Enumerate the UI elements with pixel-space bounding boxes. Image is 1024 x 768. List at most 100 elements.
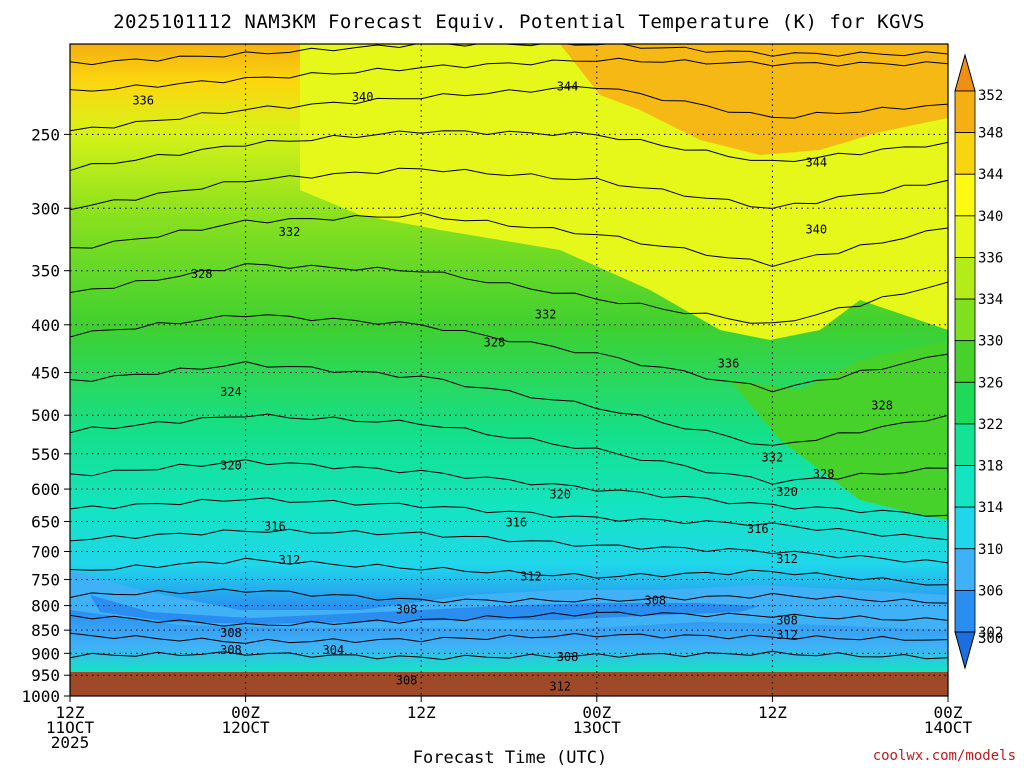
contour-line	[70, 57, 948, 92]
colorbar-label: 348	[978, 126, 1003, 142]
contour-line	[70, 314, 948, 393]
contour-label: 340	[352, 90, 374, 104]
contour-label: 308	[644, 594, 666, 608]
contour-label: 308	[776, 614, 798, 628]
contour-line	[70, 497, 948, 541]
x-tick-label: 00Z	[231, 703, 260, 722]
contour-label: 320	[220, 458, 242, 472]
contour-label: 332	[279, 225, 301, 239]
x-tick-label: 12Z	[56, 703, 85, 722]
chart-title: 2025101112 NAM3KM Forecast Equiv. Potent…	[113, 11, 925, 33]
y-tick-label: 700	[31, 543, 60, 562]
contour-lines	[70, 44, 948, 661]
y-tick-label: 550	[31, 445, 60, 464]
colorbar-label: 314	[978, 500, 1003, 516]
colorbar-label: 306	[978, 583, 1003, 599]
contour-line	[70, 85, 948, 132]
y-axis: 250 300 350 400 450 500 550 600 650 700 750 800 850 9…	[21, 125, 70, 706]
colorbar-segment	[954, 340, 976, 383]
contour-label: 312	[776, 628, 798, 642]
y-tick-label: 950	[31, 666, 60, 685]
colorbar-segment	[954, 132, 976, 175]
contour-label: 328	[484, 336, 506, 350]
contour-line	[70, 588, 948, 604]
contour-line	[70, 632, 948, 644]
y-tick-label: 400	[31, 316, 60, 335]
colorbar-label: 352	[978, 88, 1003, 104]
ground-strip	[70, 672, 948, 696]
colorbar-segment	[954, 506, 976, 550]
contour-label: 328	[191, 267, 213, 281]
y-tick-label: 900	[31, 644, 60, 663]
contour-labels: 336 340 344 344 332 340 328 332 328 336 324 328 332 3…	[132, 79, 893, 693]
contour-label: 340	[805, 222, 827, 236]
contour-label: 344	[805, 156, 827, 170]
cool-boundary-layer-region	[70, 570, 948, 630]
colorbar-segment	[954, 381, 976, 425]
contour-label: 328	[871, 398, 893, 412]
contour-label: 308	[396, 603, 418, 617]
contour-label: 324	[220, 385, 242, 399]
grid	[69, 44, 949, 697]
y-tick-label: 800	[31, 597, 60, 616]
y-tick-label: 650	[31, 512, 60, 531]
colorbar: 352 348 344 340 336 334 330 326 322 318 314 310 306 3…	[954, 53, 1003, 670]
contour-label: 336	[718, 356, 740, 370]
y-tick-label: 1000	[21, 687, 60, 706]
colorbar-segment	[954, 465, 976, 508]
plot-frame	[69, 43, 949, 697]
y-tick-label: 250	[31, 125, 60, 144]
colorbar-segment	[954, 215, 976, 258]
contour-label: 304	[323, 643, 345, 657]
contour-label: 316	[264, 519, 286, 533]
contour-label: 332	[762, 450, 784, 464]
x-tick-label: 12OCT	[222, 718, 271, 737]
contour-label: 316	[505, 516, 527, 530]
contour-label: 320	[776, 485, 798, 499]
colorbar-label: 336	[978, 250, 1003, 266]
contour-label: 336	[132, 94, 154, 108]
x-tick-label: 12Z	[407, 703, 436, 722]
contour-label: 312	[549, 680, 571, 694]
contour-label: 332	[535, 308, 557, 322]
colorbar-label: 340	[978, 209, 1003, 225]
colorbar-segment	[954, 589, 976, 633]
x-tick-label: 00Z	[582, 703, 611, 722]
contour-line	[70, 167, 948, 211]
colorbar-segment	[954, 298, 976, 342]
colorbar-top-arrow	[954, 53, 976, 92]
contour-line	[70, 130, 948, 171]
contour-label: 344	[557, 79, 579, 93]
colorbar-label: 322	[978, 417, 1003, 433]
colorbar-label: 300	[978, 631, 1003, 647]
contour-line	[70, 528, 948, 564]
colorbar-label: 318	[978, 459, 1003, 475]
colorbar-label: 302	[978, 625, 1003, 641]
contour-label: 328	[813, 467, 835, 481]
colorbar-label: 326	[978, 375, 1003, 391]
contour-line	[70, 361, 948, 446]
contour-line	[70, 263, 948, 324]
colorbar-segment	[954, 173, 976, 217]
x-axis-title: Forecast Time (UTC)	[413, 748, 607, 768]
contour-line	[70, 650, 948, 661]
x-tick-label: 14OCT	[924, 718, 973, 737]
colorbar-segment	[954, 257, 976, 300]
y-tick-label: 350	[31, 262, 60, 281]
contour-line	[70, 557, 948, 586]
credit-label: coolwx.com/models	[873, 748, 1016, 764]
colorbar-label: 310	[978, 542, 1003, 558]
contour-label: 316	[747, 522, 769, 536]
y-tick-label: 450	[31, 364, 60, 383]
y-tick-label: 300	[31, 199, 60, 218]
x-tick-label: 00Z	[934, 703, 963, 722]
y-tick-label: 600	[31, 480, 60, 499]
colorbar-label: 334	[978, 292, 1003, 308]
contour-line	[70, 459, 948, 517]
contour-label: 308	[220, 643, 242, 657]
contour-line	[70, 413, 948, 485]
warmest-region	[560, 44, 948, 155]
x-tick-label: 12Z	[758, 703, 787, 722]
